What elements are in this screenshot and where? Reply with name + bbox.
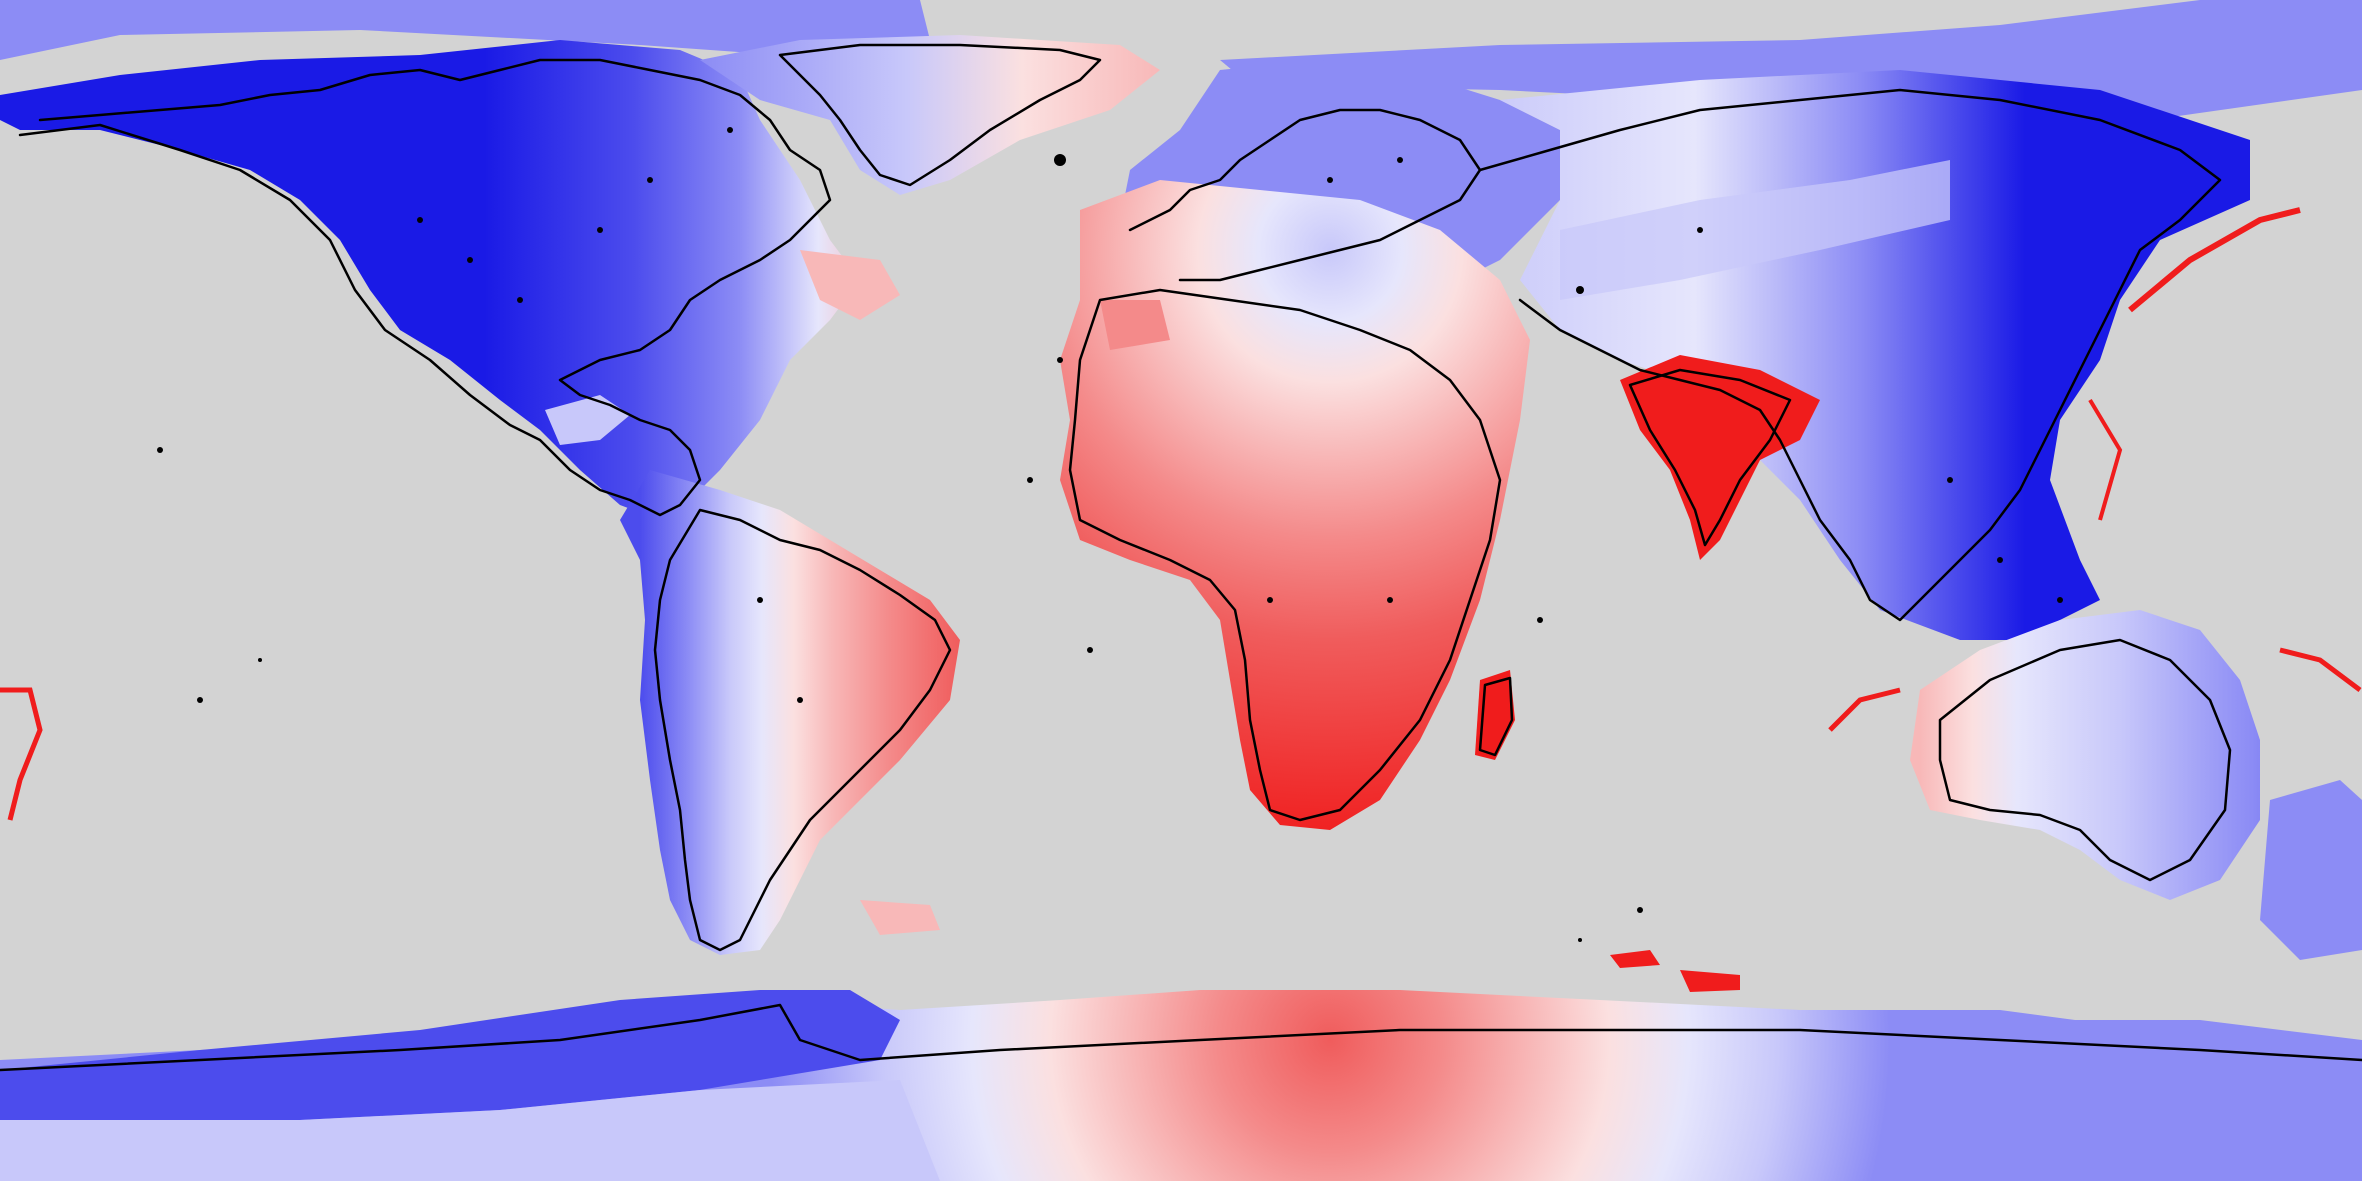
- coast-south-america: [653, 508, 952, 952]
- coast-africa: [1068, 288, 1502, 822]
- region-greenland: [700, 35, 1160, 195]
- trench-pacific-west: [0, 687, 43, 821]
- island-specks: [157, 127, 2063, 942]
- coast-asia: [1478, 88, 2222, 622]
- region-north-america: [0, 40, 860, 520]
- gulf-highlight: [545, 395, 630, 445]
- coast-europe: [1128, 108, 1482, 282]
- coastlines: [0, 43, 2362, 1072]
- region-antarctica-east-edge: [2050, 1020, 2362, 1181]
- iberia-patch: [1100, 300, 1170, 350]
- coast-madagascar: [1478, 676, 1514, 757]
- southern-red-patch: [1610, 950, 1740, 992]
- trench-aleutian: [2128, 207, 2301, 313]
- coast-india: [1628, 368, 1792, 547]
- region-australia: [1910, 610, 2260, 900]
- region-antarctica-band: [0, 1080, 940, 1181]
- coast-greenland: [778, 43, 1102, 187]
- coast-north-america: [18, 58, 832, 517]
- north-atlantic-patch: [800, 250, 900, 320]
- region-new-zealand-area: [2260, 780, 2362, 960]
- coast-australia: [1938, 638, 2232, 882]
- arctic-band: [0, 0, 930, 60]
- region-asia-light-band: [1560, 160, 1950, 300]
- trench-japan: [2088, 398, 2123, 521]
- region-africa: [1060, 180, 1530, 830]
- region-india: [1620, 355, 1820, 560]
- trench-indonesia: [1828, 687, 1901, 732]
- trench-tonga: [2279, 647, 2362, 692]
- region-south-america: [620, 470, 960, 955]
- south-atlantic-patch: [860, 900, 940, 935]
- coast-antarctica: [0, 1003, 2362, 1072]
